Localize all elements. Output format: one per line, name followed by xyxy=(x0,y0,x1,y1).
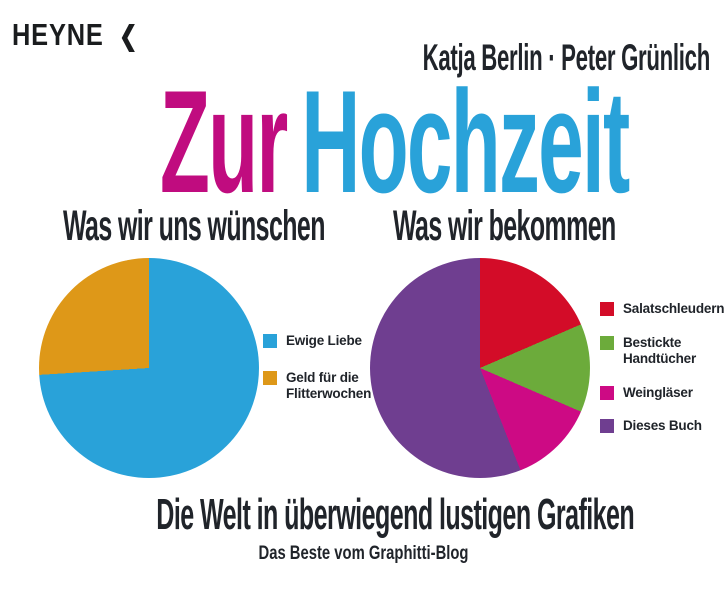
title-part1: Zur xyxy=(159,60,288,223)
title-part2: Hochzeit xyxy=(301,60,630,223)
legend-label: Ewige Liebe xyxy=(286,333,362,349)
legend-swatch xyxy=(600,419,614,434)
legend-swatch xyxy=(600,335,614,350)
subtitle: Das Beste vom Graphitti-Blog xyxy=(258,543,469,564)
legend-wishes: Ewige Liebe Geld für die Flitterwochen xyxy=(263,258,372,478)
legend-item: Bestickte Handtücher xyxy=(600,335,718,368)
legend-label: Weingläser xyxy=(623,384,693,400)
book-title: Zur Hochzeit xyxy=(160,69,630,215)
legend-label: Bestickte Handtücher xyxy=(623,334,697,367)
legend-received: Salatschleudern Bestickte Handtücher Weing… xyxy=(600,258,724,478)
chart-title-wishes: Was wir uns wünschen xyxy=(63,202,325,250)
heyne-angle-icon: ❮ xyxy=(118,21,139,51)
pie-chart-received xyxy=(370,258,590,478)
legend-swatch xyxy=(263,370,277,385)
tagline: Die Welt in überwiegend lustigen Grafike… xyxy=(156,490,635,539)
publisher-logo: HEYNE ❮ xyxy=(12,19,138,50)
legend-swatch xyxy=(600,302,614,317)
authors: Katja Berlin · Peter Grünlich xyxy=(422,37,711,78)
legend-item: Ewige Liebe xyxy=(263,333,369,349)
legend-swatch xyxy=(600,385,614,400)
legend-label: Geld für die Flitterwochen xyxy=(286,369,372,402)
pie-chart-wishes xyxy=(39,258,259,478)
legend-item: Salatschleudern xyxy=(600,301,724,317)
legend-item: Weingläser xyxy=(600,385,718,401)
chart-title-received: Was wir bekommen xyxy=(393,202,616,250)
legend-item: Geld für die Flitterwochen xyxy=(263,369,372,403)
publisher-name: HEYNE xyxy=(12,17,104,52)
legend-swatch xyxy=(263,334,277,349)
legend-item: Dieses Buch xyxy=(600,418,718,434)
legend-label: Dieses Buch xyxy=(623,418,702,434)
legend-label: Salatschleudern xyxy=(623,301,725,317)
